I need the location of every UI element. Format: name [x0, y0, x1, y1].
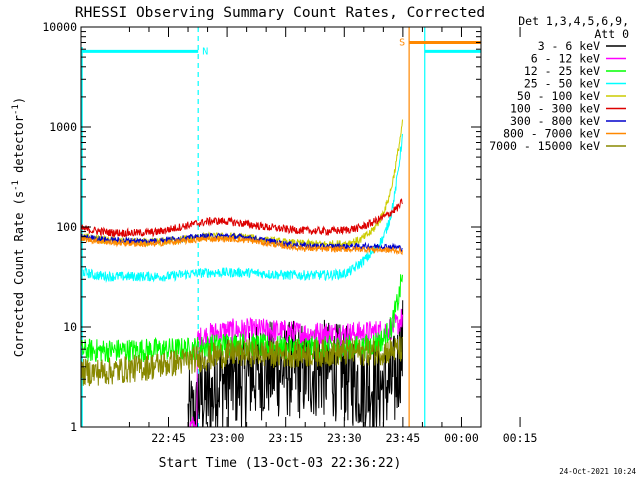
- y-tick-label: 10000: [42, 20, 77, 34]
- legend-label-6: 300 - 800 keV: [510, 114, 600, 128]
- y-axis-label-end: ): [12, 97, 26, 104]
- late-point-4: [507, 403, 509, 411]
- legend-label-3: 25 - 50 keV: [524, 77, 600, 91]
- x-tick-label: 23:30: [327, 431, 362, 445]
- series-line-5: [81, 198, 403, 239]
- late-point-0: [507, 313, 509, 321]
- legend-label-4: 50 - 100 keV: [517, 89, 600, 103]
- y-tick-label: 100: [56, 220, 77, 234]
- y-axis-label-main: Corrected Count Rate (s: [12, 191, 26, 357]
- footer-date: 24-Oct-2021 10:24: [559, 467, 636, 476]
- x-axis-label: Start Time (13-Oct-03 22:36:22): [159, 456, 402, 471]
- series-layer: [81, 119, 509, 427]
- y-axis-label-sup2: -1: [11, 104, 21, 115]
- legend-label-1: 6 - 12 keV: [531, 52, 600, 66]
- x-tick-label: 00:00: [444, 431, 479, 445]
- legend-header-2: Att 0: [594, 27, 629, 41]
- x-axis: 22:45 23:00 23:15 23:30 23:45 00:00 00:15: [128, 27, 538, 445]
- x-tick-label: 22:45: [151, 431, 186, 445]
- y-axis: 1 10 100 1000 10000: [42, 20, 481, 434]
- series-line-0: [187, 300, 404, 427]
- legend-label-8: 7000 - 15000 keV: [489, 139, 600, 153]
- y-axis-label-mid: detector: [12, 115, 26, 180]
- chart-title: RHESSI Observing Summary Count Rates, Co…: [75, 5, 485, 21]
- y-axis-label-sup1: -1: [11, 180, 21, 191]
- late-point-2: [507, 193, 509, 201]
- legend-header-1: Det 1,3,4,5,6,9,: [518, 14, 629, 28]
- legend-label-5: 100 - 300 keV: [510, 102, 600, 116]
- flag-label-1: S: [399, 37, 405, 48]
- x-tick-label: 23:45: [386, 431, 421, 445]
- y-axis-label: Corrected Count Rate (s-1 detector-1): [11, 97, 26, 357]
- series-line-3: [81, 133, 403, 284]
- legend-label-2: 12 - 25 keV: [524, 64, 600, 78]
- x-tick-label: 23:00: [210, 431, 245, 445]
- y-tick-label: 1: [70, 420, 77, 434]
- series-line-8: [81, 336, 403, 387]
- x-tick-label: 23:15: [268, 431, 303, 445]
- series-line-7: [81, 234, 403, 256]
- y-tick-label: 1000: [49, 120, 77, 134]
- late-point-1: [507, 263, 509, 271]
- legend-label-0: 3 - 6 keV: [538, 39, 600, 53]
- series-line-1: [188, 308, 404, 427]
- late-point-3: [507, 369, 509, 377]
- flag-label-0: N: [202, 46, 208, 57]
- y-tick-label: 10: [63, 320, 77, 334]
- legend-label-7: 800 - 7000 keV: [503, 127, 600, 141]
- x-tick-label: 00:15: [503, 431, 538, 445]
